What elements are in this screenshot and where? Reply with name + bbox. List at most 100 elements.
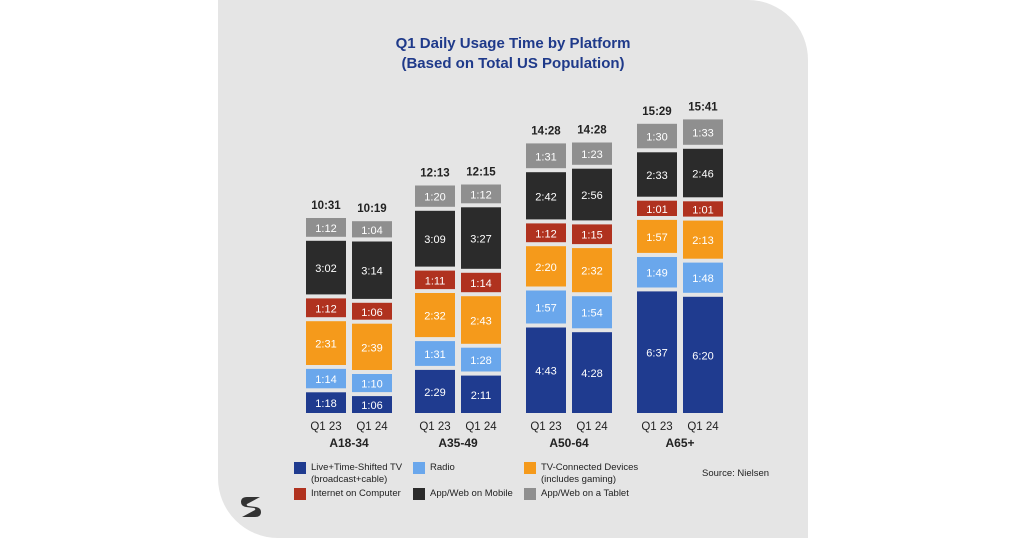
total-label: 12:13 [420, 168, 449, 180]
bar-segment [306, 368, 346, 389]
bar-segment [526, 223, 566, 243]
bar-segment [637, 291, 677, 413]
bar-segment [306, 392, 346, 413]
data-label: 1:14 [315, 374, 336, 386]
x-tick-label: Q1 23 [641, 421, 672, 433]
bar-segment [461, 347, 501, 372]
total-label: 15:29 [642, 106, 671, 118]
data-label: 1:20 [424, 192, 445, 204]
bar-segment [572, 248, 612, 293]
data-label: 4:43 [535, 366, 556, 378]
legend-label-sub: (broadcast+cable) [311, 474, 388, 485]
data-label: 1:33 [692, 128, 713, 140]
bar-segment [683, 262, 723, 293]
data-label: 3:02 [315, 263, 336, 275]
data-label: 1:14 [470, 278, 491, 290]
bar-segment [683, 148, 723, 198]
data-label: 3:14 [361, 266, 382, 278]
x-tick-label: Q1 24 [576, 421, 608, 433]
chart-title: Q1 Daily Usage Time by Platform (Based o… [218, 34, 808, 74]
legend-swatch [413, 488, 425, 500]
legend-swatch [524, 488, 536, 500]
data-label: 2:29 [424, 387, 445, 399]
bar-segment [572, 224, 612, 245]
bar-segment [352, 374, 392, 393]
chart-title-line1: Q1 Daily Usage Time by Platform [395, 35, 631, 52]
data-label: 1:30 [646, 132, 667, 144]
data-label: 6:20 [692, 350, 713, 362]
data-label: 2:32 [424, 311, 445, 323]
data-label: 2:20 [535, 262, 556, 274]
bar-segment [461, 296, 501, 344]
data-label: 1:12 [535, 228, 556, 240]
bar-segment [526, 172, 566, 220]
bar-segment [415, 369, 455, 413]
bar-segment [572, 142, 612, 165]
data-label: 1:11 [425, 275, 446, 287]
data-label: 1:49 [646, 268, 667, 280]
bar-segment [461, 207, 501, 269]
bar-segment [637, 219, 677, 253]
data-label: 1:31 [535, 151, 556, 163]
bar-segment [306, 321, 346, 365]
bar-segment [415, 341, 455, 366]
data-label: 1:31 [424, 349, 445, 361]
group-label: A65+ [665, 436, 694, 450]
data-label: 1:01 [692, 204, 713, 216]
bar-segment [526, 290, 566, 324]
data-label: 6:37 [646, 348, 667, 360]
data-label: 3:09 [424, 234, 445, 246]
legend-label: App/Web on a Tablet [541, 488, 629, 499]
data-label: 3:27 [470, 234, 491, 246]
bar-segment [415, 293, 455, 338]
bar-segment [306, 240, 346, 295]
data-label: 1:10 [361, 379, 382, 391]
bar-segment [526, 327, 566, 413]
total-label: 12:15 [466, 167, 496, 179]
legend-label: Live+Time-Shifted TV [311, 462, 403, 473]
data-label: 1:04 [361, 225, 382, 237]
bar-segment [415, 210, 455, 267]
bar-segment [526, 143, 566, 169]
data-label: 2:11 [471, 390, 492, 402]
total-label: 15:41 [688, 101, 718, 113]
data-label: 2:43 [470, 316, 491, 328]
bar-segment [572, 168, 612, 221]
total-label: 14:28 [577, 125, 607, 137]
total-label: 10:19 [357, 203, 386, 215]
x-tick-label: Q1 24 [687, 421, 719, 433]
data-label: 4:28 [581, 368, 602, 380]
group-label: A50-64 [549, 436, 589, 450]
bar-segment [683, 201, 723, 217]
data-label: 1:06 [361, 400, 382, 412]
source-note: Source: Nielsen [702, 468, 770, 479]
bar-segment [352, 241, 392, 299]
total-label: 10:31 [311, 200, 341, 212]
data-label: 1:01 [646, 204, 667, 216]
bar-segment [637, 123, 677, 149]
stacked-bar-chart: 1:18 1:14 2:31 1:12 3:02 1:12 10:31 Q1 23 1:06 1:… [306, 101, 723, 450]
bar-segment [461, 184, 501, 204]
data-label: 1:57 [535, 303, 556, 315]
bar-segment [352, 302, 392, 320]
bar-segment [637, 257, 677, 288]
chart-title-line2: (Based on Total US Population) [401, 55, 625, 72]
data-label: 1:12 [315, 303, 336, 315]
bar-segment [461, 375, 501, 413]
bar-segment [306, 298, 346, 318]
data-label: 2:46 [692, 169, 713, 181]
data-label: 1:23 [581, 149, 602, 161]
x-tick-label: Q1 24 [465, 421, 497, 433]
bar-segment [637, 200, 677, 216]
x-tick-label: Q1 23 [419, 421, 450, 433]
data-label: 1:54 [581, 308, 602, 320]
bar-segment [461, 272, 501, 293]
data-label: 1:28 [470, 355, 491, 367]
data-label: 1:48 [692, 273, 713, 285]
data-label: 1:57 [646, 232, 667, 244]
legend-swatch [294, 488, 306, 500]
s-logo-icon [241, 497, 261, 517]
bar-segment [572, 296, 612, 329]
bar-segment [306, 218, 346, 237]
group-label: A18-34 [329, 436, 369, 450]
